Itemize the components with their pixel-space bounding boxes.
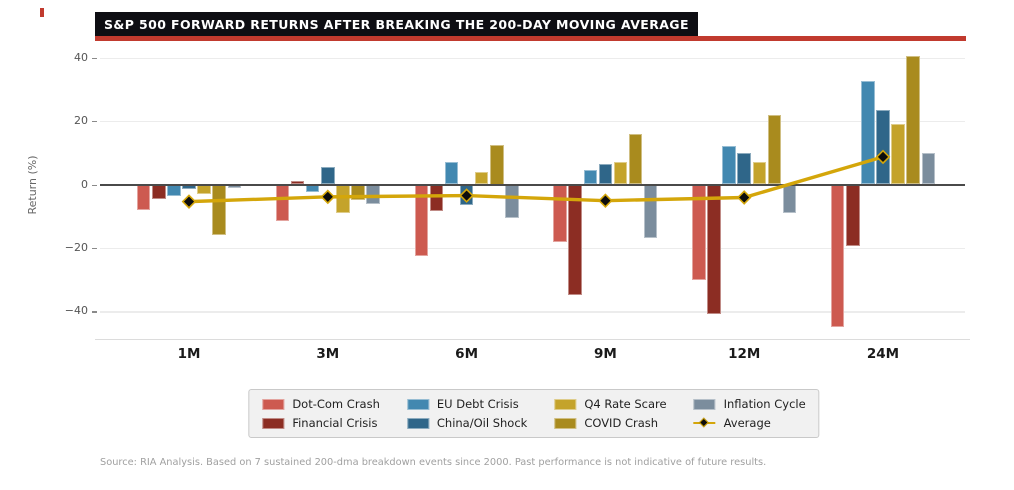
bar-q4-rate-scare-9m bbox=[613, 162, 628, 185]
y-tick-label-40: 40 bbox=[74, 50, 88, 64]
bar-q4-rate-scare-1m bbox=[197, 184, 211, 194]
x-tick-label-24m: 24M bbox=[866, 346, 900, 362]
legend-item-financial-crisis: Financial Crisis bbox=[262, 416, 380, 430]
y-tick-mark-20 bbox=[92, 121, 97, 123]
bar-china-oil-shock-9m bbox=[598, 163, 613, 185]
legend-column-1: Dot-Com Crash Financial Crisis bbox=[262, 397, 380, 430]
legend-item-eu-debt-crisis: EU Debt Crisis bbox=[406, 396, 527, 411]
legend: Dot-Com Crash Financial Crisis EU Debt Cri… bbox=[248, 389, 820, 438]
average-marker-3m bbox=[320, 189, 336, 205]
bar-china-oil-shock-6m bbox=[459, 184, 474, 206]
bar-china-oil-shock-3m bbox=[321, 167, 335, 185]
x-tick-label-3m: 3M bbox=[316, 346, 340, 362]
gridline-20 bbox=[100, 121, 965, 123]
legend-swatch-china-oil-shock bbox=[406, 417, 429, 429]
legend-label-average: Average bbox=[723, 415, 771, 430]
bar-financial-crisis-6m bbox=[429, 184, 444, 212]
bar-dot-com-crash-3m bbox=[275, 184, 290, 221]
bar-dot-com-crash-12m bbox=[692, 184, 706, 280]
bar-q4-rate-scare-24m bbox=[891, 124, 905, 185]
legend-label-covid-crash: COVID Crash bbox=[584, 415, 659, 430]
bar-china-oil-shock-24m bbox=[876, 110, 890, 185]
x-tick-label-12m: 12M bbox=[728, 346, 761, 362]
bar-eu-debt-crisis-1m bbox=[167, 184, 181, 196]
legend-label-q4-rate-scare: Q4 Rate Scare bbox=[584, 396, 667, 411]
average-marker-1m bbox=[181, 194, 197, 209]
gridline--40 bbox=[100, 311, 965, 313]
bar-eu-debt-crisis-24m bbox=[861, 81, 875, 185]
bar-inflation-cycle-6m bbox=[505, 184, 519, 218]
gridline--20 bbox=[100, 247, 965, 250]
bar-eu-debt-crisis-12m bbox=[722, 146, 736, 185]
y-axis-label: Return (%) bbox=[26, 155, 39, 215]
x-tick-label-9m: 9M bbox=[593, 346, 617, 362]
zero-line bbox=[100, 183, 965, 186]
legend-column-2: EU Debt Crisis China/Oil Shock bbox=[406, 396, 528, 430]
legend-label-eu-debt-crisis: EU Debt Crisis bbox=[436, 396, 519, 411]
bar-covid-crash-12m bbox=[767, 114, 782, 185]
bar-eu-debt-crisis-3m bbox=[305, 184, 320, 193]
bar-covid-crash-3m bbox=[351, 184, 365, 201]
legend-column-3: Q4 Rate Scare COVID Crash bbox=[554, 396, 667, 430]
legend-label-inflation-cycle: Inflation Cycle bbox=[723, 396, 806, 411]
legend-column-4: Inflation Cycle Average bbox=[693, 396, 806, 430]
legend-swatch-financial-crisis bbox=[262, 417, 285, 429]
bar-china-oil-shock-12m bbox=[737, 152, 751, 185]
legend-item-covid-crash: COVID Crash bbox=[554, 416, 666, 430]
legend-swatch-dot-com-crash bbox=[262, 398, 285, 410]
y-tick-mark-40 bbox=[92, 57, 97, 60]
bar-dot-com-crash-9m bbox=[553, 184, 567, 242]
y-tick-mark-0 bbox=[92, 184, 97, 186]
x-tick-label-6m: 6M bbox=[455, 346, 478, 362]
red-tick-decoration bbox=[40, 8, 44, 17]
y-tick-label-20: 20 bbox=[74, 114, 88, 128]
legend-swatch-q4-rate-scare bbox=[554, 398, 577, 410]
legend-item-average: Average bbox=[693, 415, 806, 430]
bar-financial-crisis-1m bbox=[152, 184, 166, 199]
legend-label-dot-com-crash: Dot-Com Crash bbox=[292, 396, 380, 411]
bar-inflation-cycle-12m bbox=[782, 184, 797, 214]
y-tick-mark--20 bbox=[92, 247, 97, 250]
x-axis-spine bbox=[95, 339, 970, 340]
y-tick-label--40: −40 bbox=[64, 304, 88, 318]
y-tick-mark--40 bbox=[92, 311, 97, 313]
legend-item-inflation-cycle: Inflation Cycle bbox=[693, 396, 806, 411]
chart-title: S&P 500 FORWARD RETURNS AFTER BREAKING T… bbox=[95, 12, 698, 36]
title-underline-rule bbox=[95, 36, 966, 41]
legend-item-china-oil-shock: China/Oil Shock bbox=[406, 415, 528, 430]
bar-inflation-cycle-9m bbox=[643, 184, 658, 239]
bar-inflation-cycle-3m bbox=[366, 184, 380, 204]
legend-swatch-inflation-cycle bbox=[693, 398, 716, 410]
bar-covid-crash-24m bbox=[906, 56, 920, 185]
legend-item-dot-com-crash: Dot-Com Crash bbox=[262, 397, 380, 411]
bar-financial-crisis-12m bbox=[707, 184, 721, 315]
gridline-40 bbox=[100, 57, 965, 60]
bar-dot-com-crash-6m bbox=[414, 184, 429, 256]
bar-covid-crash-6m bbox=[490, 144, 504, 185]
legend-label-china-oil-shock: China/Oil Shock bbox=[436, 415, 528, 430]
average-line-icon bbox=[693, 417, 716, 429]
legend-label-financial-crisis: Financial Crisis bbox=[292, 415, 378, 430]
bar-eu-debt-crisis-9m bbox=[583, 170, 598, 185]
bar-covid-crash-1m bbox=[212, 184, 226, 236]
average-marker-12m bbox=[736, 190, 752, 205]
legend-swatch-covid-crash bbox=[554, 417, 577, 429]
bar-covid-crash-9m bbox=[628, 133, 643, 185]
bar-financial-crisis-24m bbox=[846, 184, 860, 247]
bar-dot-com-crash-24m bbox=[830, 184, 845, 328]
x-tick-label-1m: 1M bbox=[177, 346, 201, 362]
bar-q4-rate-scare-12m bbox=[752, 162, 767, 185]
bar-dot-com-crash-1m bbox=[136, 184, 151, 210]
source-note: Source: RIA Analysis. Based on 7 sustain… bbox=[100, 457, 767, 468]
y-tick-label-0: 0 bbox=[81, 177, 88, 191]
bar-q4-rate-scare-3m bbox=[336, 184, 350, 214]
bar-inflation-cycle-24m bbox=[921, 152, 936, 185]
legend-swatch-eu-debt-crisis bbox=[406, 398, 429, 410]
legend-item-q4-rate-scare: Q4 Rate Scare bbox=[554, 396, 667, 411]
average-marker-9m bbox=[598, 193, 613, 208]
y-tick-label--20: −20 bbox=[64, 240, 88, 254]
bar-financial-crisis-9m bbox=[568, 184, 582, 296]
bar-eu-debt-crisis-6m bbox=[444, 162, 459, 185]
